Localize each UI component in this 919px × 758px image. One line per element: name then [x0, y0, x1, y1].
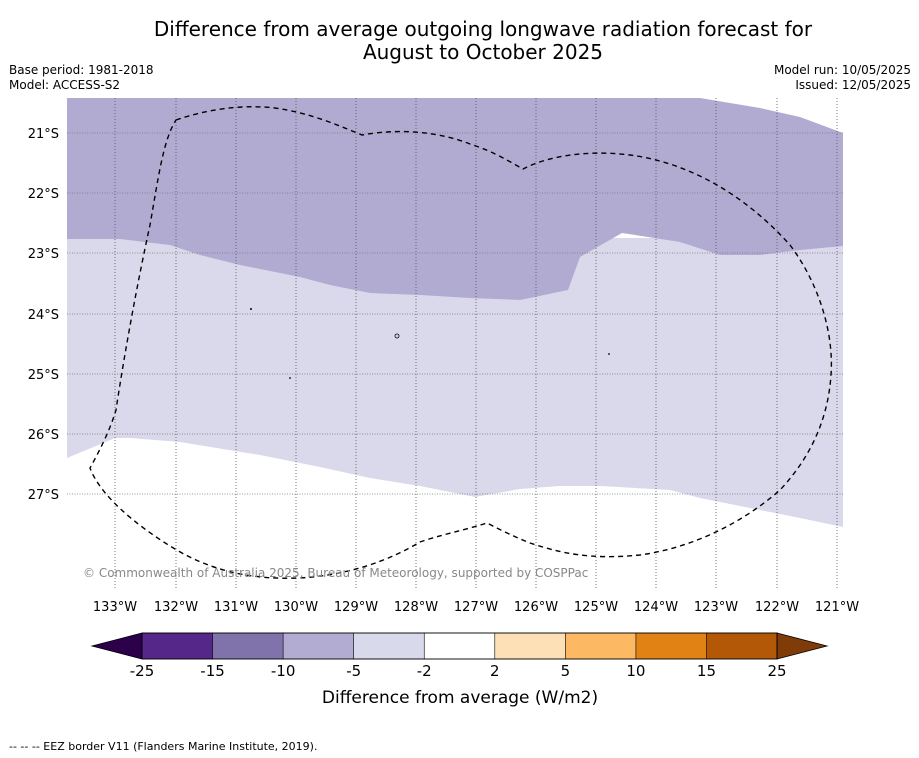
colorbar: -25 -15 -10 -5 -2 2 5 10 15 25 Difference from av… [90, 632, 829, 708]
copyright-text: © Commonwealth of Australia 2025, Bureau… [83, 566, 588, 580]
lon-label: 123°W [694, 600, 738, 615]
anomaly-region-medium [67, 98, 843, 300]
eez-legend: -- -- -- EEZ border V11 (Flanders Marine… [9, 740, 318, 753]
lon-label: 124°W [634, 600, 678, 615]
colorbar-over-arrow [776, 632, 829, 660]
map-plot: © Commonwealth of Australia 2025, Bureau… [67, 98, 843, 590]
lon-labels: 133°W 132°W 131°W 130°W 129°W 128°W 127°… [93, 600, 859, 615]
colorbar-tick-label: 5 [561, 662, 571, 680]
island-marker [394, 333, 400, 339]
lon-label: 128°W [394, 600, 438, 615]
colorbar-tick-label: -10 [271, 662, 296, 680]
lon-label: 125°W [574, 600, 618, 615]
lon-label: 133°W [93, 600, 137, 615]
lat-label: 26°S [28, 428, 59, 443]
colorbar-bin [565, 632, 637, 660]
lon-label: 131°W [214, 600, 258, 615]
colorbar-bin [212, 632, 284, 660]
lat-label: 21°S [28, 127, 59, 142]
issued-date: Issued: 12/05/2025 [795, 78, 911, 92]
colorbar-tick-label: 25 [767, 662, 786, 680]
colorbar-bin [494, 632, 567, 660]
colorbar-label: Difference from average (W/m2) [322, 688, 598, 708]
lon-gridlines [114, 98, 838, 590]
colorbar-frame [141, 632, 778, 660]
lat-gridlines [67, 132, 843, 495]
colorbar-bin [635, 632, 708, 660]
colorbar-under-arrow [90, 632, 143, 660]
lat-label: 24°S [28, 308, 59, 323]
lat-label: 22°S [28, 187, 59, 202]
colorbar-tick-label: -15 [200, 662, 225, 680]
colorbar-tick-label: 15 [697, 662, 716, 680]
colorbar-bin [423, 632, 496, 660]
island-marker [250, 308, 252, 310]
lon-label: 129°W [334, 600, 378, 615]
lon-label: 127°W [454, 600, 498, 615]
lon-label: 121°W [815, 600, 859, 615]
title-line-1: Difference from average outgoing longwav… [153, 17, 813, 41]
lon-label: 126°W [514, 600, 558, 615]
lat-label: 25°S [28, 368, 59, 383]
colorbar-bin [706, 632, 778, 660]
colorbar-tick-label: 10 [626, 662, 645, 680]
base-period: Base period: 1981-2018 [9, 63, 154, 77]
map-title: Difference from average outgoing longwav… [0, 18, 919, 64]
model-info: Base period: 1981-2018 Model: ACCESS-S2 [9, 63, 154, 93]
island-marker [608, 353, 610, 355]
colorbar-bin [353, 632, 426, 660]
eez-border [89, 106, 833, 579]
colorbar-bin [282, 632, 355, 660]
lat-labels: 21°S 22°S 23°S 24°S 25°S 26°S 27°S [28, 127, 59, 503]
colorbar-tick-label: -2 [417, 662, 432, 680]
colorbar-bin [141, 632, 214, 660]
lon-label: 122°W [755, 600, 799, 615]
model-run: Model run: 10/05/2025 [773, 63, 911, 77]
colorbar-tick-label: -25 [130, 662, 155, 680]
title-line-2: August to October 2025 [362, 40, 604, 64]
colorbar-tick-label: 2 [490, 662, 500, 680]
model-name: Model: ACCESS-S2 [9, 78, 121, 92]
run-info: Model run: 10/05/2025 Issued: 12/05/2025 [774, 63, 911, 93]
anomaly-region-light [67, 238, 843, 527]
island-marker [289, 377, 291, 379]
lat-label: 23°S [28, 247, 59, 262]
lat-label: 27°S [28, 488, 59, 503]
lon-label: 130°W [274, 600, 318, 615]
colorbar-tick-label: -5 [346, 662, 361, 680]
lon-label: 132°W [154, 600, 198, 615]
